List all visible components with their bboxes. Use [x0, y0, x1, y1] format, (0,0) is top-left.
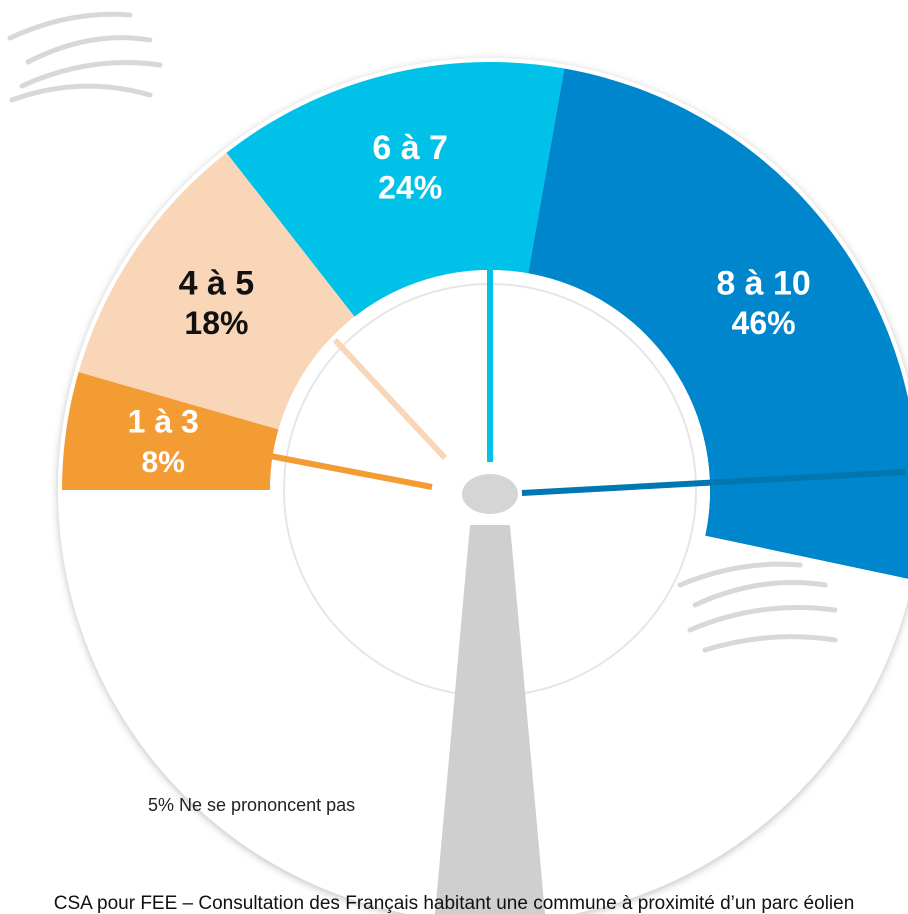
category-label: 1 à 3: [128, 404, 199, 440]
page: CSA pour FEE – Consultation des Français…: [0, 0, 908, 914]
turbine-hub: [462, 474, 518, 514]
category-label: 8 à 10: [716, 264, 811, 302]
category-label: Ne se prononcent pas: [179, 795, 355, 815]
category-label: 6 à 7: [372, 129, 448, 167]
source-note: CSA pour FEE – Consultation des Français…: [54, 893, 855, 914]
slice-label: 5% Ne se prononcent pas: [148, 795, 355, 815]
category-label: 4 à 5: [179, 264, 255, 302]
value-label: 18%: [184, 305, 248, 341]
value-label: 46%: [732, 305, 796, 341]
value-label: 8%: [142, 446, 185, 479]
chart: CSA pour FEE – Consultation des Français…: [0, 0, 908, 914]
value-label: 5%: [148, 795, 174, 815]
value-label: 24%: [378, 169, 442, 205]
